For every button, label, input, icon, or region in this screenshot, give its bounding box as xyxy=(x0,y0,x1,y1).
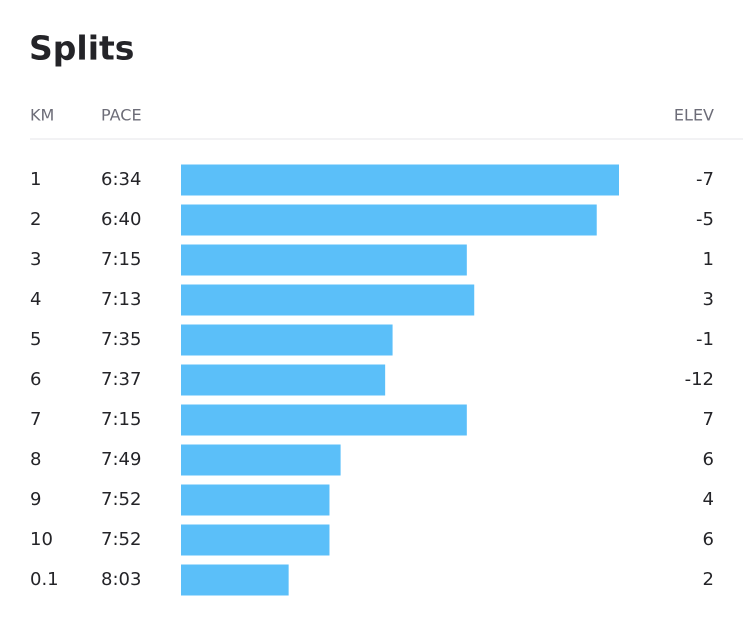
pace-label: 7:13 xyxy=(101,289,141,310)
pace-bar xyxy=(181,364,386,396)
pace-label: 6:40 xyxy=(101,209,141,230)
pace-label: 7:52 xyxy=(101,489,141,510)
pace-label: 7:35 xyxy=(101,329,141,350)
km-label: 8 xyxy=(30,449,41,470)
km-label: 1 xyxy=(30,169,41,190)
km-label: 0.1 xyxy=(30,569,59,590)
km-label: 4 xyxy=(30,289,41,310)
elev-label: 7 xyxy=(703,409,714,430)
pace-label: 7:52 xyxy=(101,529,141,550)
elev-label: 2 xyxy=(703,569,714,590)
km-label: 7 xyxy=(30,409,41,430)
elev-label: 6 xyxy=(703,529,714,550)
pace-label: 7:49 xyxy=(101,449,141,470)
pace-bar xyxy=(181,244,467,276)
elev-label: -12 xyxy=(685,369,714,390)
elev-label: -5 xyxy=(696,209,714,230)
pace-label: 7:15 xyxy=(101,409,141,430)
pace-bar xyxy=(181,524,330,556)
km-label: 3 xyxy=(30,249,41,270)
column-header: PACE xyxy=(101,106,142,125)
pace-label: 7:37 xyxy=(101,369,141,390)
pace-label: 8:03 xyxy=(101,569,141,590)
elev-label: 3 xyxy=(703,289,714,310)
km-label: 10 xyxy=(30,529,53,550)
pace-bar xyxy=(181,324,393,356)
km-label: 6 xyxy=(30,369,41,390)
pace-bar xyxy=(181,404,467,436)
column-header: ELEV xyxy=(674,106,714,125)
km-label: 9 xyxy=(30,489,41,510)
elev-label: -7 xyxy=(696,169,714,190)
column-header: KM xyxy=(30,106,54,125)
pace-label: 7:15 xyxy=(101,249,141,270)
elev-label: -1 xyxy=(696,329,714,350)
km-label: 2 xyxy=(30,209,41,230)
pace-label: 6:34 xyxy=(101,169,141,190)
elev-label: 4 xyxy=(703,489,714,510)
pace-bar xyxy=(181,204,597,236)
km-label: 5 xyxy=(30,329,41,350)
title: Splits xyxy=(29,29,134,68)
pace-bar xyxy=(181,164,619,196)
pace-bar xyxy=(181,564,289,596)
elev-label: 1 xyxy=(703,249,714,270)
pace-bar xyxy=(181,284,475,316)
pace-bar xyxy=(181,484,330,516)
pace-bar xyxy=(181,444,341,476)
elev-label: 6 xyxy=(703,449,714,470)
